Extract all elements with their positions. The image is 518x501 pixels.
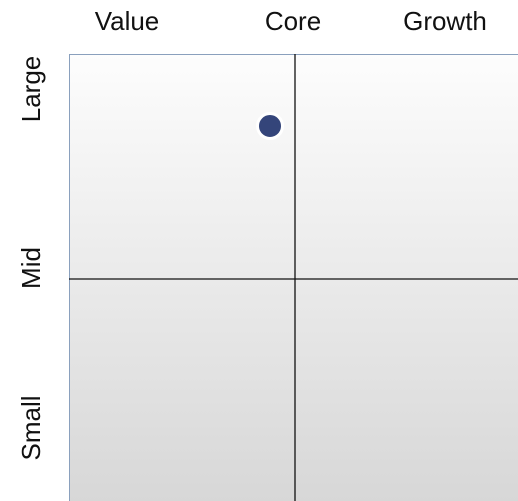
- grid-box: [69, 54, 518, 501]
- column-label: Growth: [403, 6, 487, 36]
- position-marker: [256, 112, 284, 140]
- row-label: Mid: [16, 247, 46, 289]
- column-label: Value: [95, 6, 160, 36]
- row-label: Small: [16, 395, 46, 460]
- column-label: Core: [265, 6, 321, 36]
- row-label: Large: [16, 56, 46, 123]
